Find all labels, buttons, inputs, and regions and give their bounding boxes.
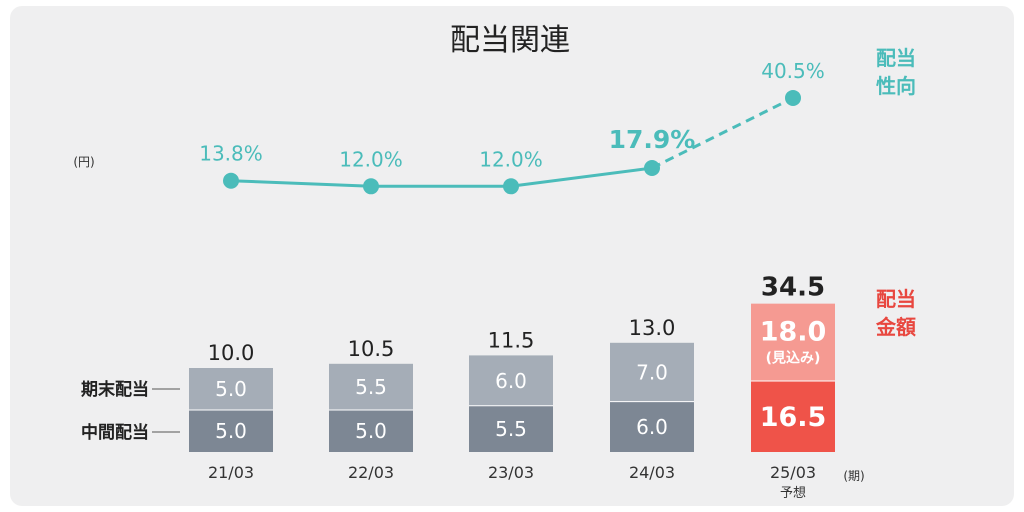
label-total-25/03: 34.5 [761,273,825,303]
label-year-end-22/03: 5.5 [355,375,387,399]
bar-interim-21/03 [189,410,273,452]
legend-amount-line1: 配当 [876,287,916,311]
payout-line-layer: 13.8% 12.0% 12.0% 17.9% 40.5% [199,59,825,195]
payout-label-22/03: 12.0% [339,147,403,171]
label-total-23/03: 11.5 [488,328,535,352]
label-year-end-24/03: 7.0 [636,360,668,384]
payout-point-21/03 [223,172,239,189]
bar-interim-22/03 [329,410,413,452]
payout-label-21/03: 13.8% [199,142,263,166]
bars-layer: 5.0 5.0 10.0 21/03 5.0 5.5 10.5 22/03 5.5 6.0 11.5… [189,273,835,501]
bar-year-end-25/03 [751,303,835,382]
legend-payout-line2: 性向 [876,74,916,98]
bar-year-end-21/03 [189,368,273,410]
chart-panel: 配当関連 (円) (期) 5.0 5.0 10.0 21/03 5.0 5.5 10.5 22… [10,6,1014,506]
x-axis-unit: (期) [843,469,864,483]
legend-interim: 中間配当 [81,422,149,443]
dividend-chart: 配当関連 (円) (期) 5.0 5.0 10.0 21/03 5.0 5.5 10.5 22… [73,23,916,501]
label-interim-23/03: 5.5 [495,417,527,441]
label-total-22/03: 10.5 [348,337,395,361]
x-tick-note-25/03: 予想 [780,485,806,501]
x-tick-23/03: 23/03 [488,463,534,482]
payout-line-forecast [651,96,794,170]
payout-point-25/03 [785,89,801,106]
payout-label-23/03: 12.0% [479,147,543,171]
label-interim-25/03: 16.5 [760,402,827,433]
payout-point-22/03 [363,178,379,195]
legend-amount-line2: 金額 [875,315,916,339]
x-tick-24/03: 24/03 [629,463,675,482]
payout-point-24/03 [644,160,660,177]
y-axis-unit: (円) [73,155,94,169]
legend-payout-line1: 配当 [876,46,916,70]
x-tick-22/03: 22/03 [348,463,394,482]
x-tick-21/03: 21/03 [208,463,254,482]
label-total-24/03: 13.0 [629,316,676,340]
label-year-end-23/03: 6.0 [495,369,527,393]
bar-interim-25/03 [751,381,835,452]
bar-interim-23/03 [469,405,553,452]
label-interim-21/03: 5.0 [215,419,247,443]
legend-year-end: 期末配当 [81,379,149,400]
bar-year-end-22/03 [329,363,413,410]
x-tick-25/03: 25/03 [770,463,816,482]
payout-label-24/03: 17.9% [609,125,696,154]
payout-line-actual [230,166,653,188]
bar-year-end-23/03 [469,355,553,406]
label-year-end-21/03: 5.0 [215,377,247,401]
label-total-21/03: 10.0 [208,341,255,365]
label-interim-24/03: 6.0 [636,415,668,439]
bar-interim-24/03 [610,401,694,452]
label-interim-22/03: 5.0 [355,419,387,443]
bar-year-end-24/03 [610,342,694,402]
label-year-end-note: (見込み) [766,349,821,366]
payout-label-25/03: 40.5% [761,59,825,83]
chart-title: 配当関連 [450,23,570,58]
label-year-end-25/03: 18.0 [760,316,827,347]
payout-point-23/03 [503,178,519,195]
